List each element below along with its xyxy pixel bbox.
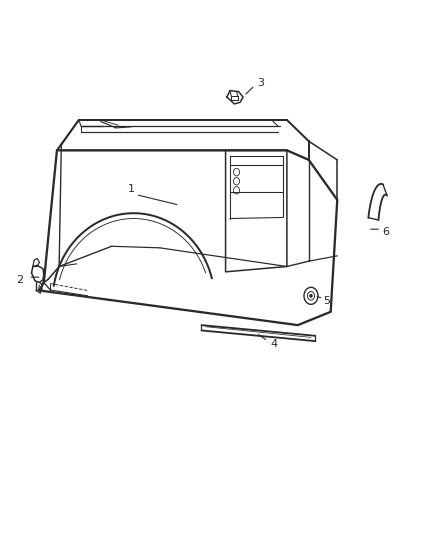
Text: 2: 2 xyxy=(16,275,23,285)
Circle shape xyxy=(310,294,312,297)
Text: 4: 4 xyxy=(270,339,277,349)
Text: 6: 6 xyxy=(382,227,389,237)
Text: 3: 3 xyxy=(257,78,264,87)
Text: 1: 1 xyxy=(128,184,135,194)
Text: 5: 5 xyxy=(323,296,330,306)
